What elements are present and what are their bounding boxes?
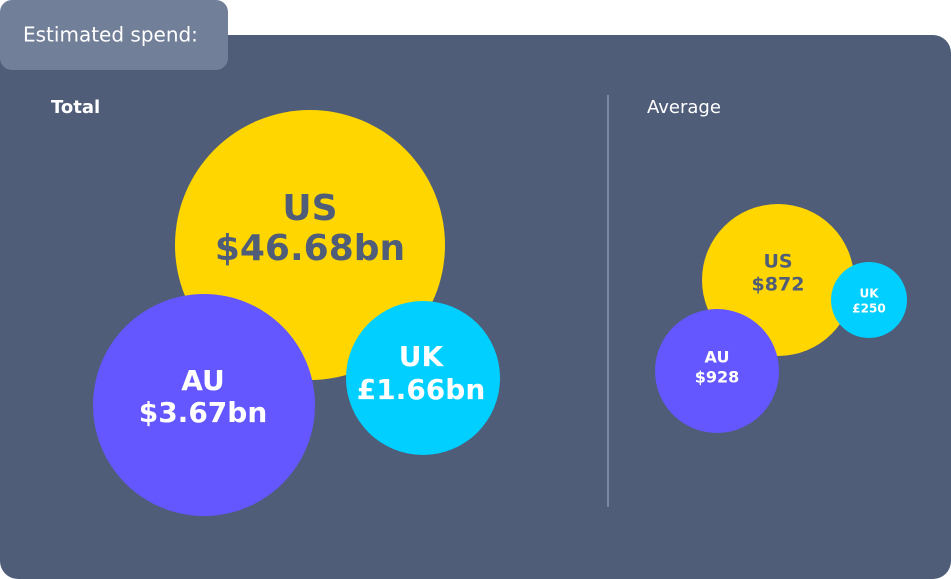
bubble	[655, 309, 779, 433]
bubble-value: $928	[695, 368, 740, 387]
header-title: Estimated spend:	[23, 23, 198, 47]
bubble-label: US	[763, 251, 792, 273]
bubble-value: $3.67bn	[139, 396, 268, 429]
panel-title: Total	[51, 97, 100, 118]
bubble-label: UK	[399, 340, 445, 373]
bubble-value: £1.66bn	[357, 373, 486, 406]
bubble	[831, 262, 907, 338]
bubble-value: $46.68bn	[215, 228, 405, 269]
panel-title: Average	[647, 97, 721, 118]
bubble-label: AU	[181, 364, 225, 397]
bubble-label: AU	[705, 348, 730, 367]
bubble-label: UK	[859, 287, 879, 301]
bubble-label: US	[282, 188, 337, 229]
bubble-value: £250	[852, 302, 885, 316]
bubble-value: $872	[752, 274, 805, 296]
bubble	[346, 301, 500, 455]
bubble	[93, 294, 315, 516]
tab	[0, 0, 228, 70]
